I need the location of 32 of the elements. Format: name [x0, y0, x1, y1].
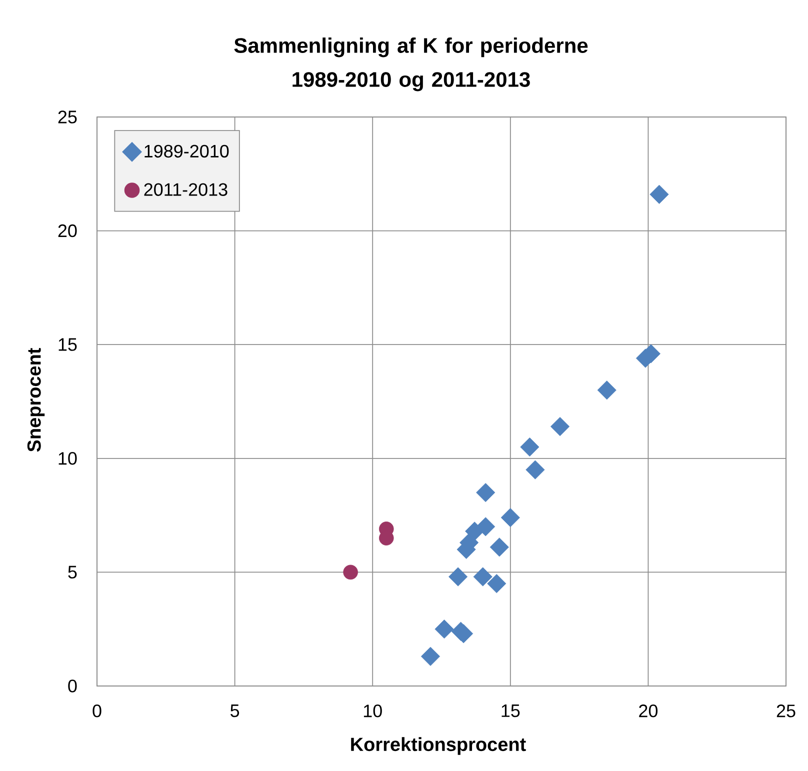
- legend-label: 2011-2013: [144, 183, 228, 196]
- x-tick-label: 5: [230, 704, 240, 718]
- point: [448, 567, 468, 586]
- x-tick-label: 0: [92, 704, 102, 718]
- x-tick-label: 10: [364, 704, 382, 718]
- point: [520, 437, 540, 457]
- point: [434, 620, 454, 639]
- legend-label: 1989-2010: [144, 144, 229, 158]
- y-axis-title: Sneprocent: [27, 348, 45, 452]
- point: [490, 538, 509, 557]
- y-tick-label: 25: [58, 110, 77, 124]
- x-tick-label: 20: [639, 704, 658, 718]
- point: [473, 567, 492, 586]
- point: [487, 574, 506, 594]
- y-tick-label: 0: [68, 680, 77, 692]
- point: [550, 417, 570, 436]
- y-tick-label: 15: [58, 338, 77, 351]
- point: [465, 522, 484, 541]
- point: [597, 380, 616, 400]
- point: [420, 646, 440, 666]
- x-axis-title: Korrektionsprocent: [351, 737, 526, 755]
- point: [343, 564, 358, 580]
- y-tick-label: 10: [58, 452, 77, 465]
- point: [526, 460, 545, 480]
- x-tick-label: 25: [776, 704, 796, 718]
- y-tick-label: 5: [68, 566, 77, 578]
- point: [476, 483, 496, 502]
- point: [500, 508, 520, 528]
- point: [650, 184, 669, 204]
- chart-title: Sammenligning af K for perioderne 1989-2010 og 2011-2013: [234, 38, 588, 92]
- y-tick-label: 20: [58, 224, 77, 238]
- x-tick-label: 15: [502, 704, 520, 718]
